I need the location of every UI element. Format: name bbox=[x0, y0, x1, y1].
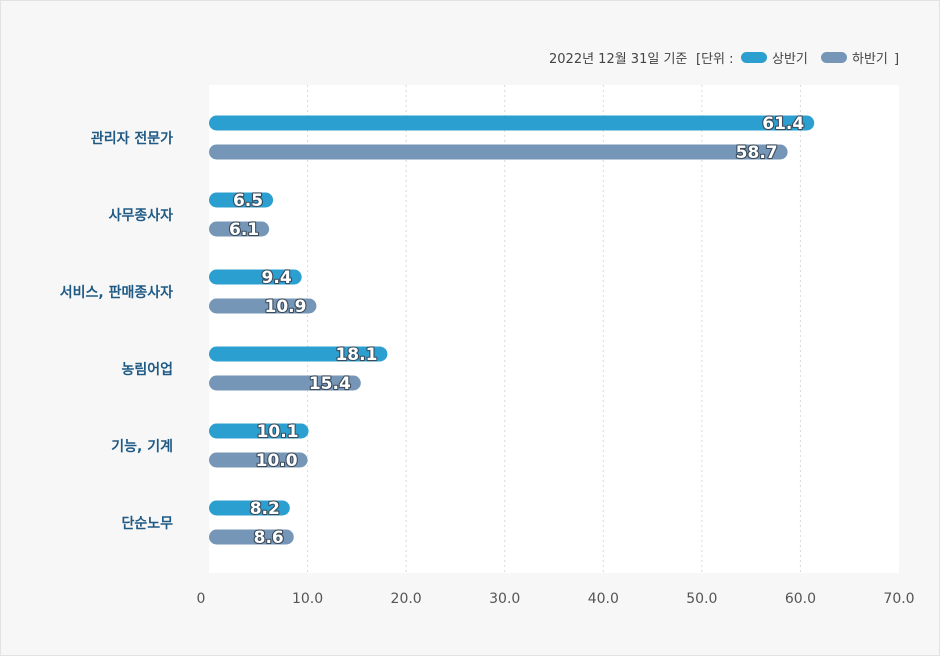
bars: 61.4 58.7 6.5 6.1 9.4 10.9 18.1 15.4 10.1 10.0 8.2… bbox=[209, 113, 815, 549]
bar-value-label: 10.9 bbox=[264, 297, 306, 317]
bar-first-half bbox=[209, 346, 388, 362]
grid-lines bbox=[307, 85, 801, 573]
legend-swatch-first-half bbox=[741, 52, 767, 63]
x-axis-ticks: 0 10.0 20.0 30.0 40.0 50.0 60.0 70.0 bbox=[197, 591, 915, 607]
legend-label-second-half: 하반기 bbox=[852, 52, 888, 67]
bar-value-label: 18.1 bbox=[335, 345, 377, 365]
legend-swatch-second-half bbox=[821, 52, 847, 63]
bar-second-half bbox=[209, 221, 270, 237]
legend-unit-close: ] bbox=[894, 52, 899, 67]
bar-first-half bbox=[209, 192, 274, 208]
legend-label-first-half: 상반기 bbox=[772, 52, 808, 67]
bar-value-label: 15.4 bbox=[309, 374, 351, 394]
bar-second-half bbox=[209, 298, 317, 314]
x-tick-label: 70.0 bbox=[883, 591, 914, 607]
legend-note: 2022년 12월 31일 기준 bbox=[549, 52, 687, 67]
bar-value-label: 6.5 bbox=[233, 191, 263, 211]
category-label: 사무종사자 bbox=[109, 208, 174, 224]
bar-value-label: 8.2 bbox=[250, 499, 280, 519]
bar-first-half bbox=[209, 269, 302, 285]
x-tick-label: 30.0 bbox=[489, 591, 520, 607]
legend-unit-label: [단위 : bbox=[696, 52, 734, 67]
category-label: 농림어업 bbox=[121, 361, 173, 378]
bar-value-label: 9.4 bbox=[262, 268, 292, 288]
bar-value-label: 6.1 bbox=[229, 220, 259, 240]
bar-first-half bbox=[209, 500, 290, 516]
x-tick-label: 10.0 bbox=[292, 591, 323, 607]
bar-second-half bbox=[209, 375, 361, 391]
bar-second-half bbox=[209, 452, 308, 468]
x-tick-label: 60.0 bbox=[785, 591, 816, 607]
x-tick-label: 20.0 bbox=[391, 591, 422, 607]
x-tick-label: 40.0 bbox=[588, 591, 619, 607]
bar-value-label: 10.0 bbox=[256, 451, 298, 471]
bar-first-half bbox=[209, 115, 815, 131]
bar-value-label: 8.6 bbox=[254, 528, 284, 548]
category-label: 관리자 전문가 bbox=[91, 130, 173, 147]
bar-value-label: 61.4 bbox=[762, 114, 804, 134]
bar-value-label: 58.7 bbox=[736, 143, 778, 163]
category-label: 기능, 기계 bbox=[111, 439, 173, 455]
bar-value-label: 10.1 bbox=[257, 422, 299, 442]
x-tick-label: 50.0 bbox=[686, 591, 717, 607]
legend: 2022년 12월 31일 기준 [단위 : 상반기 하반기 ] bbox=[549, 52, 899, 67]
plot-area bbox=[209, 85, 899, 573]
bar-second-half bbox=[209, 529, 294, 545]
bar-first-half bbox=[209, 423, 309, 439]
x-tick-label: 0 bbox=[197, 591, 206, 607]
category-label: 서비스, 판매종사자 bbox=[60, 285, 173, 301]
category-label: 단순노무 bbox=[121, 515, 173, 532]
bar-second-half bbox=[209, 144, 788, 160]
